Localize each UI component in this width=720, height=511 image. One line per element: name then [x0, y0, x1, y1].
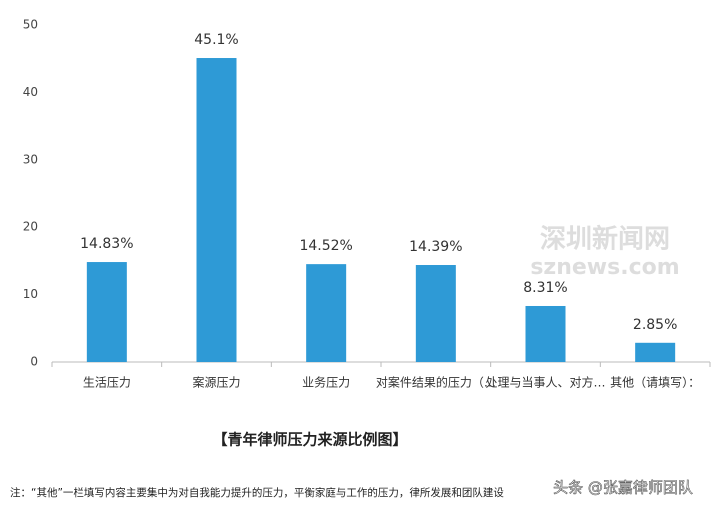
- y-tick-label: 0: [30, 355, 38, 369]
- watermark: sznews.com: [530, 255, 679, 280]
- value-label: 14.52%: [299, 238, 352, 254]
- x-tick-label: 对案件结果的压力（…: [376, 375, 496, 390]
- y-tick-label: 10: [23, 287, 38, 301]
- x-tick-label: 生活压力: [83, 376, 131, 390]
- watermark: 深圳新闻网: [540, 224, 670, 255]
- value-label: 2.85%: [633, 317, 677, 333]
- y-tick-label: 40: [23, 85, 38, 99]
- value-label: 14.39%: [409, 239, 462, 255]
- bar: [525, 305, 566, 362]
- bar: [635, 342, 676, 362]
- bar: [86, 262, 127, 362]
- bar: [196, 58, 237, 362]
- y-tick-label: 20: [23, 220, 38, 234]
- value-label: 8.31%: [523, 280, 567, 296]
- value-label: 14.83%: [80, 236, 133, 252]
- bar: [306, 264, 347, 362]
- chart-title: 【青年律师压力来源比例图】: [212, 431, 407, 449]
- y-tick-label: 30: [23, 152, 38, 166]
- y-tick-label: 50: [23, 18, 38, 32]
- bar: [415, 265, 456, 362]
- x-tick-label: 业务压力: [302, 375, 350, 390]
- watermark: 头条 @张嘉律师团队: [553, 479, 693, 497]
- x-tick-label: 案源压力: [192, 375, 240, 390]
- x-tick-label: 其他（请填写）：: [610, 376, 700, 390]
- x-tick-label: 处理与当事人、对方…: [485, 375, 605, 390]
- note: 注：“其他”一栏填写内容主要集中为对自我能力提升的压力，平衡家庭与工作的压力，律…: [10, 486, 504, 499]
- value-label: 45.1%: [194, 32, 238, 48]
